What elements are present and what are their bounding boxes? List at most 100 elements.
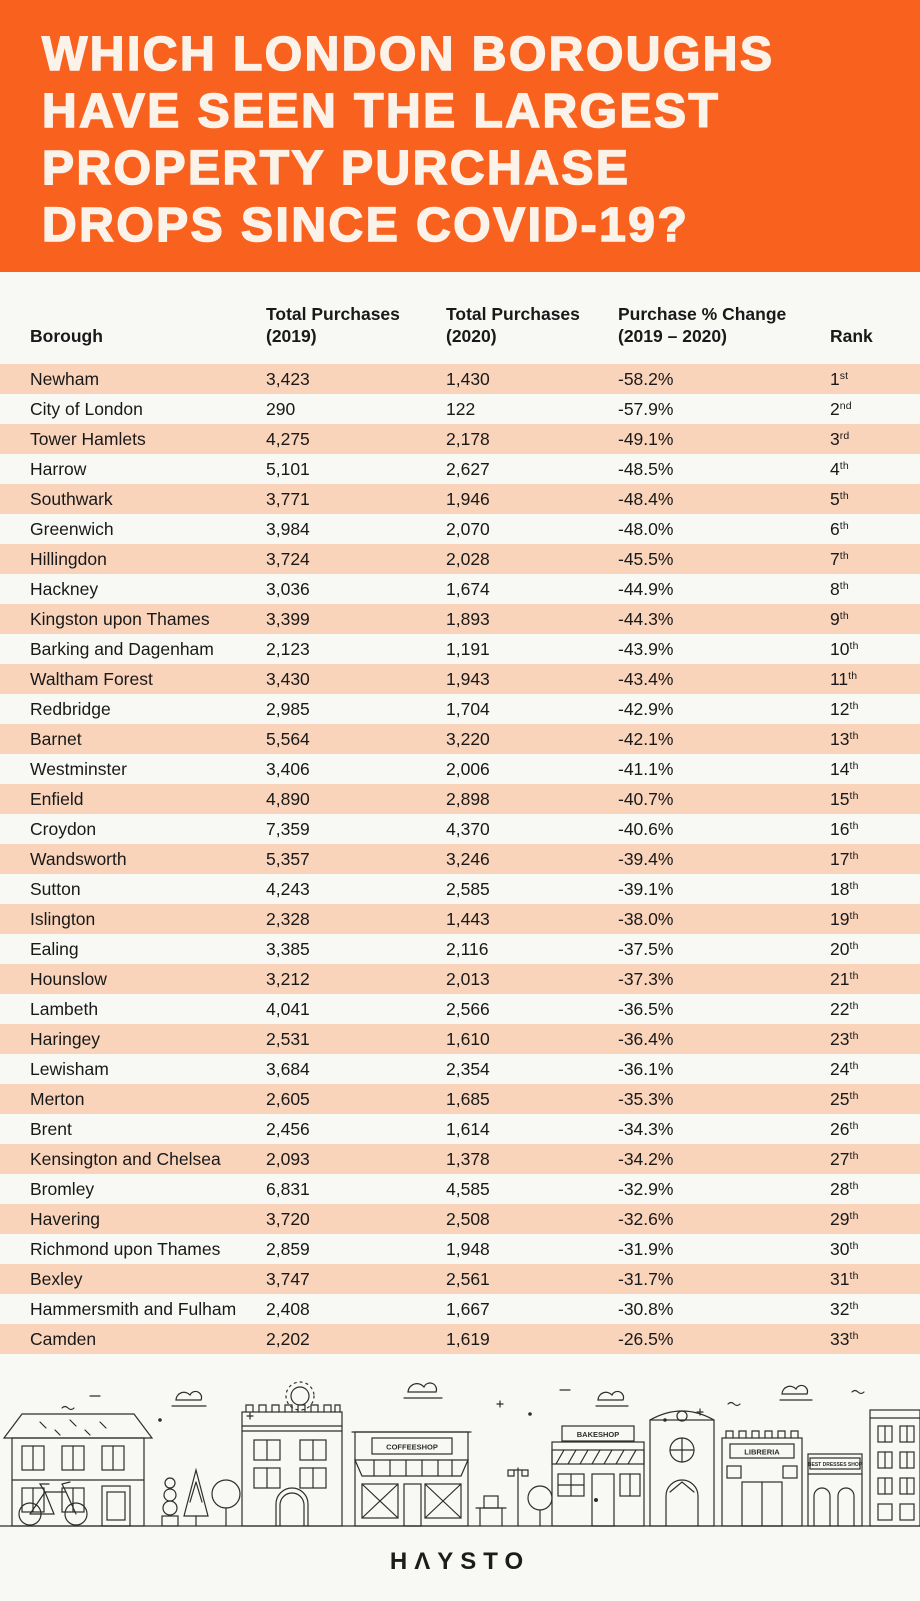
dress-shop-icon	[807, 1453, 863, 1527]
table-row: Greenwich 3,984 2,070 -48.0% 6th	[0, 514, 920, 544]
hero-banner: WHICH LONDON BOROUGHS HAVE SEEN THE LARG…	[0, 0, 920, 272]
col-header-purchases-2019: Total Purchases (2019)	[266, 304, 400, 346]
tall-building-icon	[241, 1404, 343, 1527]
cell-purchases-2020: 2,178	[446, 428, 490, 449]
pine-tree-icon	[183, 1467, 209, 1527]
cell-borough: Westminster	[30, 758, 127, 779]
cell-rank: 16th	[830, 819, 920, 840]
table-row: Bromley 6,831 4,585 -32.9% 28th	[0, 1174, 920, 1204]
rank-number: 15	[830, 788, 850, 809]
cell-borough: Merton	[30, 1088, 85, 1109]
table-row: Islington 2,328 1,443 -38.0% 19th	[0, 904, 920, 934]
rank-number: 23	[830, 1028, 850, 1049]
cell-borough: Croydon	[30, 818, 97, 839]
table-row: Sutton 4,243 2,585 -39.1% 18th	[0, 874, 920, 904]
cell-change: -40.7%	[618, 788, 674, 809]
table-row: Lewisham 3,684 2,354 -36.1% 24th	[0, 1054, 920, 1084]
table-row: Lambeth 4,041 2,566 -36.5% 22th	[0, 994, 920, 1024]
cell-change: -48.0%	[618, 518, 674, 539]
rank-number: 9	[830, 608, 840, 629]
table-row: Westminster 3,406 2,006 -41.1% 14th	[0, 754, 920, 784]
cell-change: -39.4%	[618, 848, 674, 869]
cell-borough: Islington	[30, 908, 96, 929]
rank-ordinal-suffix: th	[849, 1089, 859, 1102]
edge-building-icon	[869, 1409, 920, 1527]
rank-number: 14	[830, 758, 850, 779]
rank-number: 31	[830, 1268, 850, 1289]
cell-purchases-2019: 4,243	[266, 878, 310, 899]
cell-purchases-2019: 2,123	[266, 638, 310, 659]
cell-rank: 5th	[830, 489, 920, 510]
rank-number: 22	[830, 998, 850, 1019]
rank-ordinal-suffix: th	[839, 579, 849, 592]
cell-rank: 8th	[830, 579, 920, 600]
cell-purchases-2019: 2,605	[266, 1088, 310, 1109]
cell-rank: 3rd	[830, 429, 920, 450]
cell-borough: Richmond upon Thames	[30, 1238, 221, 1259]
rank-ordinal-suffix: th	[839, 609, 849, 622]
rank-number: 5	[830, 488, 840, 509]
cell-borough: Harrow	[30, 458, 87, 479]
cell-purchases-2019: 5,101	[266, 458, 310, 479]
cell-rank: 25th	[830, 1089, 920, 1110]
cell-rank: 7th	[830, 549, 920, 570]
cell-rank: 23th	[830, 1029, 920, 1050]
cell-purchases-2020: 2,585	[446, 878, 490, 899]
rank-ordinal-suffix: th	[849, 1269, 859, 1282]
cell-purchases-2020: 2,898	[446, 788, 490, 809]
cell-rank: 21th	[830, 969, 920, 990]
cell-borough: Kensington and Chelsea	[30, 1148, 221, 1169]
cell-change: -32.6%	[618, 1208, 674, 1229]
rank-number: 12	[830, 698, 850, 719]
cell-purchases-2020: 1,614	[446, 1118, 490, 1139]
cell-change: -31.7%	[618, 1268, 674, 1289]
rank-number: 29	[830, 1208, 850, 1229]
cell-rank: 24th	[830, 1059, 920, 1080]
cell-change: -40.6%	[618, 818, 674, 839]
table-row: Hammersmith and Fulham 2,408 1,667 -30.8…	[0, 1294, 920, 1324]
cell-purchases-2020: 2,116	[446, 938, 489, 959]
table-row: Harrow 5,101 2,627 -48.5% 4th	[0, 454, 920, 484]
cell-purchases-2019: 3,036	[266, 578, 310, 599]
rank-number: 28	[830, 1178, 850, 1199]
cell-rank: 13th	[830, 729, 920, 750]
cell-change: -45.5%	[618, 548, 674, 569]
cell-rank: 33th	[830, 1329, 920, 1350]
rank-number: 24	[830, 1058, 850, 1079]
cell-purchases-2020: 1,704	[446, 698, 490, 719]
table-row: Croydon 7,359 4,370 -40.6% 16th	[0, 814, 920, 844]
table-row: Southwark 3,771 1,946 -48.4% 5th	[0, 484, 920, 514]
rank-number: 20	[830, 938, 850, 959]
cell-purchases-2019: 3,720	[266, 1208, 310, 1229]
cell-purchases-2020: 2,508	[446, 1208, 490, 1229]
cell-borough: Bexley	[30, 1268, 83, 1289]
cell-purchases-2019: 2,328	[266, 908, 310, 929]
cell-purchases-2020: 2,561	[446, 1268, 490, 1289]
title-line: HAVE SEEN THE LARGEST	[41, 84, 721, 139]
cell-change: -48.4%	[618, 488, 674, 509]
cell-rank: 27th	[830, 1149, 920, 1170]
cell-purchases-2020: 3,220	[446, 728, 490, 749]
street-lamp-icon	[507, 1467, 529, 1527]
rank-number: 7	[830, 548, 840, 569]
cell-rank: 22th	[830, 999, 920, 1020]
bakeshop-sign-label: BAKESHOP	[577, 1430, 620, 1439]
table-row: Bexley 3,747 2,561 -31.7% 31th	[0, 1264, 920, 1294]
table-header-row: Borough Total Purchases (2019) Total Pur…	[0, 272, 920, 364]
cell-borough: Hammersmith and Fulham	[30, 1298, 237, 1319]
cell-change: -36.1%	[618, 1058, 674, 1079]
cell-borough: Ealing	[30, 938, 79, 959]
cell-purchases-2019: 6,831	[266, 1178, 310, 1199]
cell-purchases-2019: 3,747	[266, 1268, 310, 1289]
cell-change: -48.5%	[618, 458, 674, 479]
coffeeshop-sign-label: COFFEESHOP	[386, 1443, 438, 1452]
rank-ordinal-suffix: th	[839, 519, 849, 532]
rank-number: 30	[830, 1238, 850, 1259]
cell-rank: 15th	[830, 789, 920, 810]
cell-change: -39.1%	[618, 878, 674, 899]
cell-borough: Barnet	[30, 728, 82, 749]
cell-change: -32.9%	[618, 1178, 674, 1199]
cell-borough: Redbridge	[30, 698, 111, 719]
table-row: Tower Hamlets 4,275 2,178 -49.1% 3rd	[0, 424, 920, 454]
cell-purchases-2019: 4,890	[266, 788, 310, 809]
